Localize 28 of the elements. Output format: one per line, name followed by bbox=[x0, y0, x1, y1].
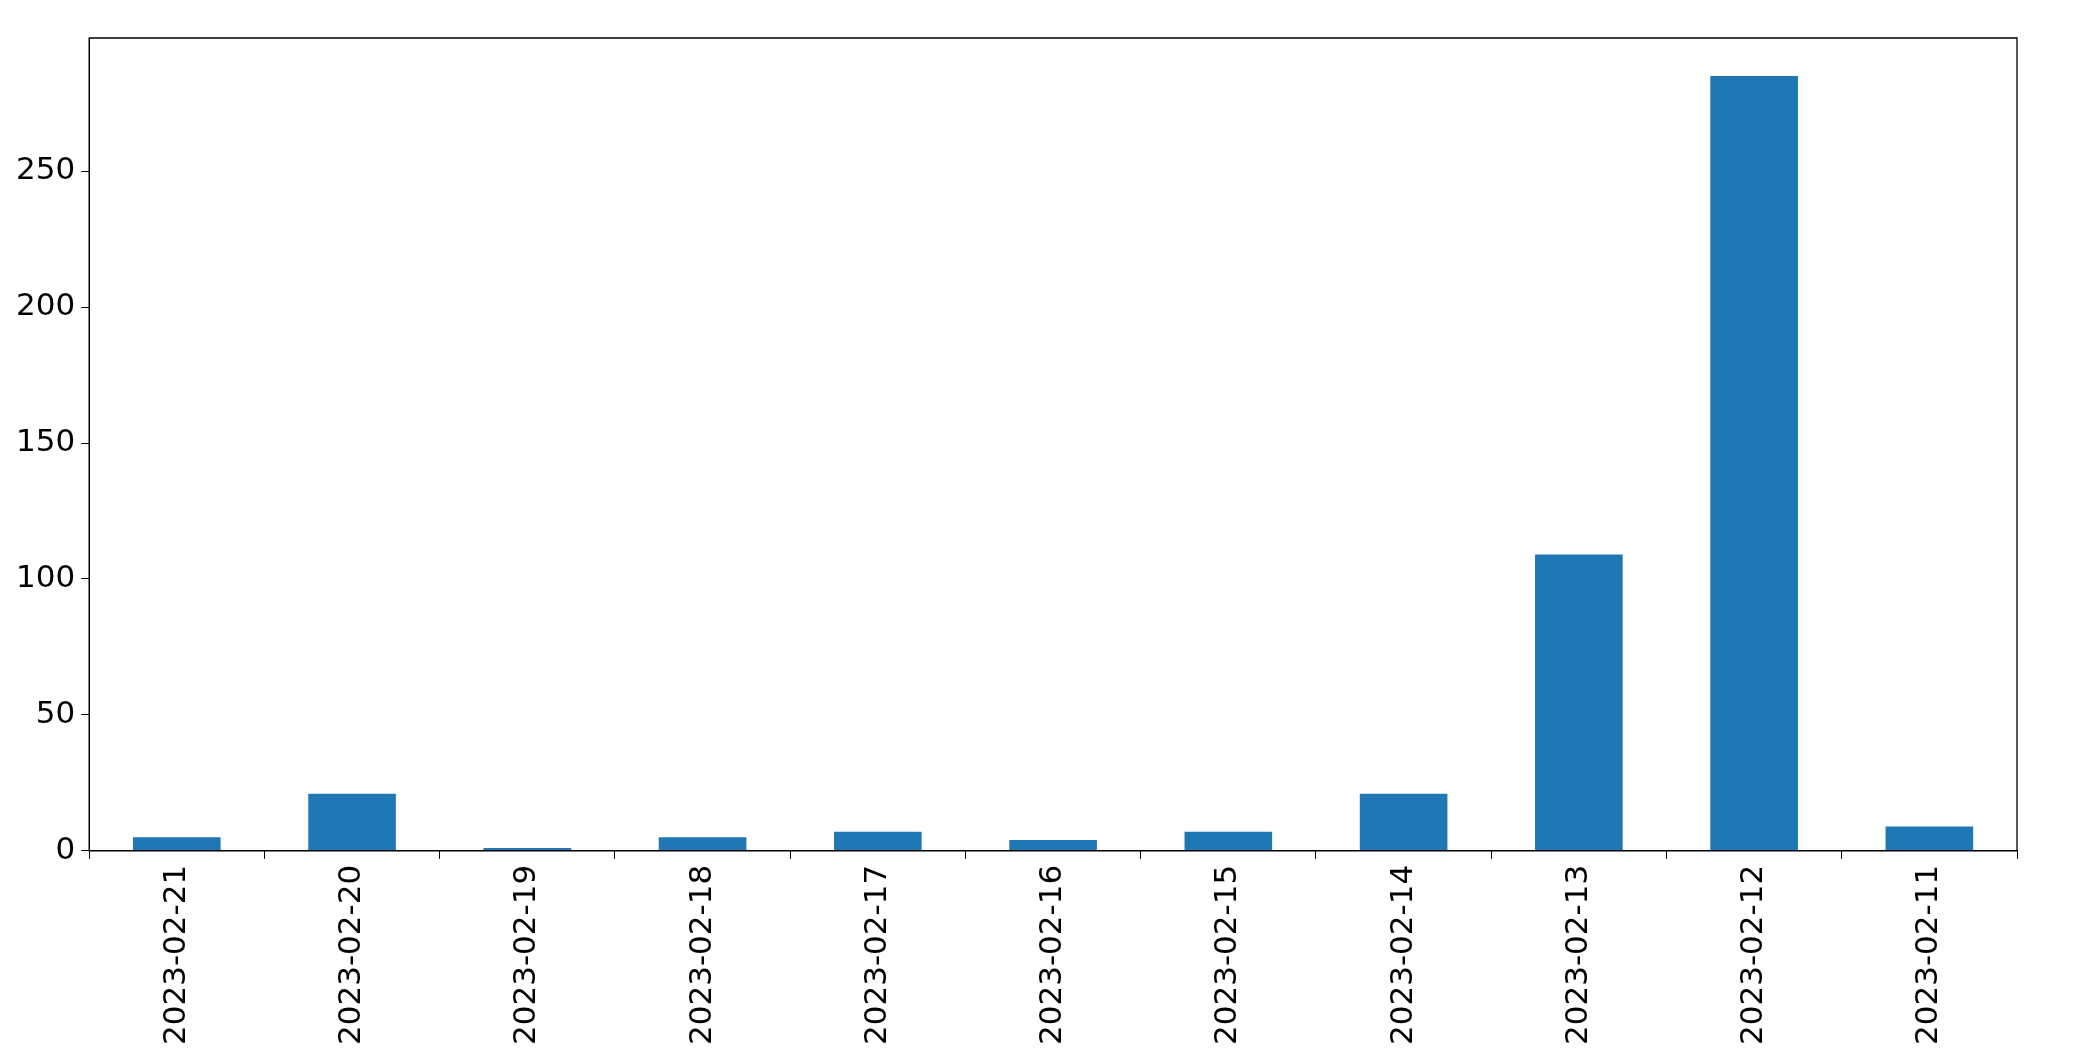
y-tick-label: 250 bbox=[16, 150, 76, 187]
bar bbox=[308, 793, 396, 851]
bar bbox=[483, 848, 572, 851]
x-tick-label: 2023-02-13 bbox=[1557, 864, 1594, 1046]
x-tick-label: 2023-02-15 bbox=[1207, 864, 1244, 1046]
x-tick-label: 2023-02-12 bbox=[1733, 864, 1770, 1046]
bar bbox=[1885, 826, 1974, 851]
y-tick-label: 200 bbox=[16, 286, 76, 323]
y-tick-label: 150 bbox=[16, 422, 76, 459]
bar bbox=[658, 837, 747, 851]
bar bbox=[834, 831, 922, 851]
bar bbox=[1710, 76, 1798, 851]
y-tick-label: 50 bbox=[35, 693, 76, 730]
bar bbox=[1535, 554, 1623, 851]
x-tick-label: 2023-02-21 bbox=[155, 864, 192, 1046]
x-tick-label: 2023-02-18 bbox=[681, 864, 718, 1046]
y-tick-label: 100 bbox=[16, 558, 76, 595]
bar bbox=[1359, 793, 1448, 851]
bar bbox=[1009, 839, 1097, 851]
x-tick-label: 2023-02-17 bbox=[856, 864, 893, 1046]
x-tick-label: 2023-02-19 bbox=[506, 864, 543, 1046]
y-tick-label: 0 bbox=[55, 829, 76, 866]
bar bbox=[1184, 831, 1273, 851]
x-tick-label: 2023-02-14 bbox=[1382, 864, 1419, 1046]
x-tick-label: 2023-02-16 bbox=[1032, 864, 1069, 1046]
x-tick-label: 2023-02-20 bbox=[331, 864, 368, 1046]
x-tick-label: 2023-02-11 bbox=[1908, 864, 1945, 1046]
bar bbox=[132, 837, 221, 851]
